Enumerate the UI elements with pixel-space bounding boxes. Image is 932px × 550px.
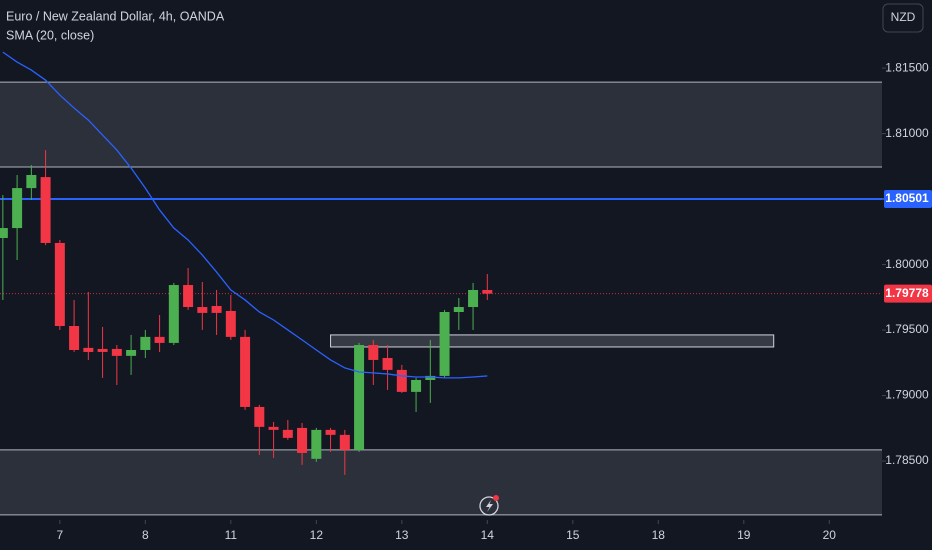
candle-body [425, 375, 436, 380]
candle-body [325, 429, 336, 435]
chart-title: Euro / New Zealand Dollar, 4h, OANDA [6, 9, 225, 23]
price-label-bg [884, 189, 932, 208]
candle-body [211, 305, 222, 313]
candle-body [26, 174, 37, 189]
candle-body [439, 312, 450, 376]
candle-body [354, 345, 365, 450]
x-tick-label: 19 [737, 528, 751, 542]
y-tick-label: 1.80000 [885, 257, 929, 271]
x-tick-label: 7 [57, 528, 64, 542]
candle-body [54, 242, 65, 327]
candle-body [183, 285, 194, 308]
candle-body [225, 310, 236, 337]
candle-body [168, 285, 179, 343]
candle-body [154, 336, 165, 343]
candle-body [12, 188, 23, 229]
indicator-legend: SMA (20, close) [6, 28, 94, 42]
candle-body [282, 429, 293, 438]
candle-body [240, 336, 251, 407]
plot-area [0, 51, 932, 516]
candle-body [140, 336, 151, 350]
sma-line [2, 51, 488, 379]
candle-body [396, 369, 407, 392]
candle-body [97, 348, 108, 352]
x-tick-label: 12 [310, 528, 324, 542]
range-box [330, 334, 775, 348]
price-label: 1.80501 [885, 191, 929, 205]
candle-body [368, 345, 379, 360]
candle-body [40, 177, 51, 243]
x-tick-label: 15 [566, 528, 580, 542]
candle-body [254, 406, 265, 427]
candle-body [0, 228, 8, 238]
candle-body [268, 426, 279, 430]
y-tick-label: 1.79000 [885, 388, 929, 402]
price-label-bg [884, 284, 932, 303]
alert-icon[interactable] [479, 495, 499, 516]
y-tick-label: 1.78500 [885, 453, 929, 467]
candle-body [111, 348, 122, 356]
candle-body [468, 289, 479, 308]
zone [0, 82, 882, 168]
candle-body [126, 349, 137, 356]
y-tick-label: 1.81000 [885, 126, 929, 140]
candle-body [311, 429, 322, 459]
candle-body [411, 379, 422, 392]
candle-body [83, 347, 94, 352]
x-tick-label: 18 [652, 528, 666, 542]
x-tick-label: 13 [395, 528, 409, 542]
candle-body [197, 307, 208, 313]
candle-body [339, 434, 350, 450]
y-tick-label: 1.79500 [885, 322, 929, 336]
x-tick-label: 14 [481, 528, 495, 542]
currency-label[interactable]: NZD [891, 10, 916, 24]
candle-body [453, 307, 464, 312]
x-tick-label: 11 [225, 528, 238, 542]
x-tick-label: 8 [142, 528, 149, 542]
candle-body [482, 289, 493, 294]
x-tick-label: 20 [823, 528, 837, 542]
currency-button[interactable] [882, 3, 924, 33]
price-label: 1.79778 [885, 286, 929, 300]
y-tick-label: 1.81500 [885, 60, 929, 74]
candle-body [382, 357, 393, 370]
zone [0, 449, 882, 515]
candle-body [297, 427, 308, 453]
candle-body [69, 326, 80, 350]
